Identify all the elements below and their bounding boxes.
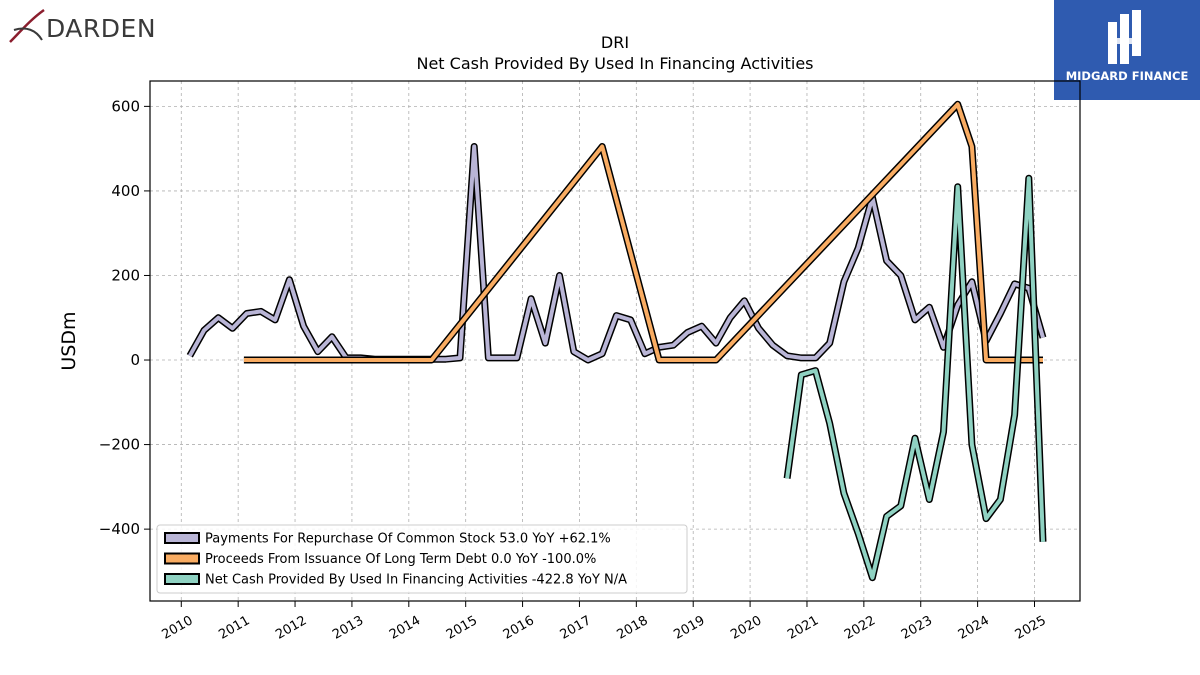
grid [150, 81, 1080, 601]
x-tick-label: 2010 [159, 613, 195, 643]
chart-title: DRI [600, 33, 630, 52]
y-axis-label: USDm [58, 311, 80, 370]
midgard-emblem-icon [1108, 10, 1141, 64]
series-line-1 [188, 144, 1045, 362]
y-tick-label: −200 [99, 436, 140, 454]
legend-label: Payments For Repurchase Of Common Stock … [205, 532, 611, 547]
x-tick-label: 2016 [501, 613, 537, 643]
legend-swatch [164, 552, 200, 565]
legend-label: Net Cash Provided By Used In Financing A… [205, 573, 627, 588]
legend-swatch [164, 573, 200, 585]
chart-title-block: DRI Net Cash Provided By Used In Financi… [150, 32, 1080, 74]
y-tick-label: 400 [111, 182, 140, 200]
x-tick-label: 2017 [558, 613, 594, 643]
darden-swoosh-icon [9, 8, 45, 43]
midgard-logo-text: MIDGARD FINANCE [1065, 69, 1189, 83]
x-tick-label: 2023 [899, 613, 935, 643]
y-tick-label: −400 [99, 520, 140, 538]
darden-logo: DARDEN [6, 6, 176, 50]
series-line-3 [785, 176, 1045, 580]
x-tick-label: 2024 [956, 613, 992, 643]
legend-swatch [164, 532, 200, 544]
legend-box [156, 524, 688, 594]
x-tick-label: 2014 [387, 613, 423, 643]
x-tick-label: 2011 [216, 613, 252, 643]
darden-logo-text: DARDEN [46, 14, 157, 43]
x-tick-label: 2012 [273, 613, 309, 643]
plot-frame [149, 80, 1081, 602]
y-tick-label: 600 [111, 97, 140, 115]
x-tick-label: 2021 [785, 613, 821, 643]
y-tick-label: 200 [111, 266, 140, 284]
midgard-finance-logo: MIDGARD FINANCE [1054, 0, 1200, 100]
x-tick-label: 2025 [1013, 613, 1049, 643]
series-layer [186, 100, 1047, 582]
x-tick-label: 2020 [728, 613, 764, 643]
x-tick-label: 2018 [615, 613, 651, 643]
series-outline-1 [186, 143, 1047, 364]
chart-subtitle: Net Cash Provided By Used In Financing A… [416, 54, 814, 73]
legend: Payments For Repurchase Of Common Stock … [156, 524, 688, 594]
x-tick-label: 2022 [842, 613, 878, 643]
x-tick-label: 2015 [444, 613, 480, 643]
x-tick-label: 2013 [330, 613, 366, 643]
x-tick-label: 2019 [671, 613, 707, 643]
series-line-2 [243, 102, 1043, 362]
series-outline-3 [783, 174, 1047, 582]
legend-label: Proceeds From Issuance Of Long Term Debt… [205, 552, 596, 567]
y-tick-label: 0 [130, 351, 140, 369]
